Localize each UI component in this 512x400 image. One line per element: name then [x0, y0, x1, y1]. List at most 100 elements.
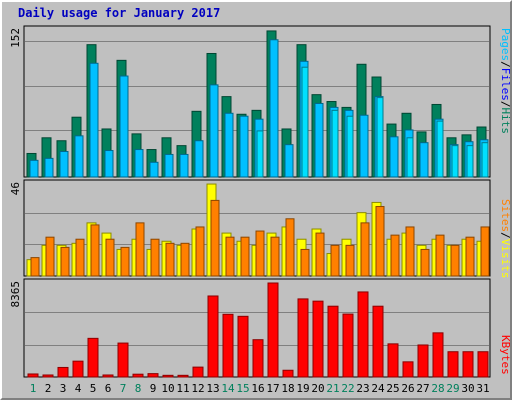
- kbytes-bar: [117, 342, 129, 378]
- sites-bar: [360, 222, 370, 277]
- sites-bar: [105, 238, 115, 277]
- x-tick-label: 19: [296, 382, 309, 395]
- x-tick-label: 10: [161, 382, 174, 395]
- kbytes-bar: [297, 298, 309, 378]
- kbytes-bar: [402, 361, 414, 378]
- pages-bar: [331, 109, 339, 178]
- x-tick-label: 18: [281, 382, 294, 395]
- x-tick-label: 3: [60, 382, 67, 395]
- kbytes-bar: [342, 313, 354, 378]
- x-tick-label: 20: [311, 382, 324, 395]
- kbytes-bar: [357, 291, 369, 378]
- sites-bar: [270, 236, 280, 277]
- sites-bar: [195, 226, 205, 277]
- sites-bar: [150, 238, 160, 277]
- sites-bar: [420, 248, 430, 277]
- sites-bar: [165, 242, 175, 277]
- files-bar: [44, 157, 54, 178]
- files-bar: [389, 136, 399, 178]
- sites-bar: [135, 222, 145, 277]
- files-bar: [134, 149, 144, 178]
- legend-part: Pages: [499, 28, 512, 61]
- legend-part: /: [499, 101, 512, 108]
- kbytes-bar: [57, 366, 69, 378]
- files-bar: [74, 135, 84, 178]
- files-bar: [314, 102, 324, 178]
- x-tick-label: 29: [446, 382, 459, 395]
- kbytes-bar: [327, 305, 339, 378]
- x-tick-label: 25: [386, 382, 399, 395]
- sites-bar: [465, 236, 475, 277]
- sites-bar: [90, 224, 100, 277]
- x-tick-label: 14: [221, 382, 235, 395]
- sites-bar: [375, 206, 385, 277]
- sites-bar: [405, 226, 415, 277]
- legend-part: KBytes: [499, 335, 512, 375]
- y-max-label: 46: [9, 182, 22, 195]
- files-bar: [359, 114, 369, 178]
- kbytes-bar: [267, 282, 279, 378]
- files-bar: [209, 84, 219, 178]
- x-tick-label: 7: [120, 382, 127, 395]
- x-tick-label: 24: [371, 382, 385, 395]
- kbytes-bar: [177, 374, 189, 378]
- x-tick-label: 6: [105, 382, 112, 395]
- x-tick-label: 16: [251, 382, 264, 395]
- kbytes-bar: [237, 315, 249, 378]
- y-max-label: 8365: [9, 281, 22, 308]
- x-tick-label: 12: [191, 382, 204, 395]
- kbytes-bar: [252, 339, 264, 378]
- sites-bar: [285, 218, 295, 277]
- files-bar: [119, 75, 129, 178]
- x-tick-label: 28: [431, 382, 444, 395]
- files-bar: [89, 62, 99, 178]
- x-tick-label: 21: [326, 382, 339, 395]
- sites-bar: [60, 246, 70, 277]
- sites-bar: [255, 230, 265, 277]
- x-tick-label: 30: [461, 382, 474, 395]
- kbytes-bar: [462, 351, 474, 378]
- legend-part: /: [499, 61, 512, 68]
- sites-bar: [330, 244, 340, 277]
- sites-bar: [450, 244, 460, 277]
- x-tick-label: 11: [176, 382, 189, 395]
- x-tick-label: 13: [206, 382, 219, 395]
- sites-bar: [240, 236, 250, 277]
- files-bar: [164, 153, 174, 178]
- files-bar: [59, 151, 69, 178]
- x-tick-label: 15: [236, 382, 249, 395]
- kbytes-bar: [132, 373, 144, 378]
- legend-kbytes: KBytes: [499, 335, 512, 375]
- kbytes-bar: [72, 360, 84, 378]
- x-tick-label: 22: [341, 382, 354, 395]
- chart-title: Daily usage for January 2017: [18, 6, 221, 20]
- x-tick-label: 31: [476, 382, 489, 395]
- legend-pages-files-hits: Pages/Files/Hits: [499, 28, 512, 134]
- files-bar: [224, 112, 234, 178]
- legend-part: Hits: [499, 108, 512, 135]
- files-bar: [194, 140, 204, 178]
- pages-bar: [466, 145, 474, 178]
- pages-bar: [436, 120, 444, 178]
- kbytes-bar: [432, 332, 444, 378]
- legend-part: Files: [499, 68, 512, 101]
- files-bar: [29, 159, 39, 178]
- x-tick-label: 1: [30, 382, 37, 395]
- sites-bar: [390, 234, 400, 277]
- pages-bar: [346, 115, 354, 178]
- x-tick-label: 9: [150, 382, 157, 395]
- files-bar: [269, 39, 279, 178]
- pages-bar: [451, 145, 459, 178]
- sites-bar: [75, 238, 85, 277]
- sites-bar: [480, 226, 490, 277]
- kbytes-bar: [387, 343, 399, 378]
- pages-bar: [301, 66, 309, 178]
- sites-bar: [45, 236, 55, 277]
- sites-bar: [180, 242, 190, 277]
- kbytes-bar: [87, 337, 99, 378]
- sites-bar: [30, 257, 40, 277]
- pages-bar: [256, 130, 264, 178]
- pages-bar: [481, 142, 489, 178]
